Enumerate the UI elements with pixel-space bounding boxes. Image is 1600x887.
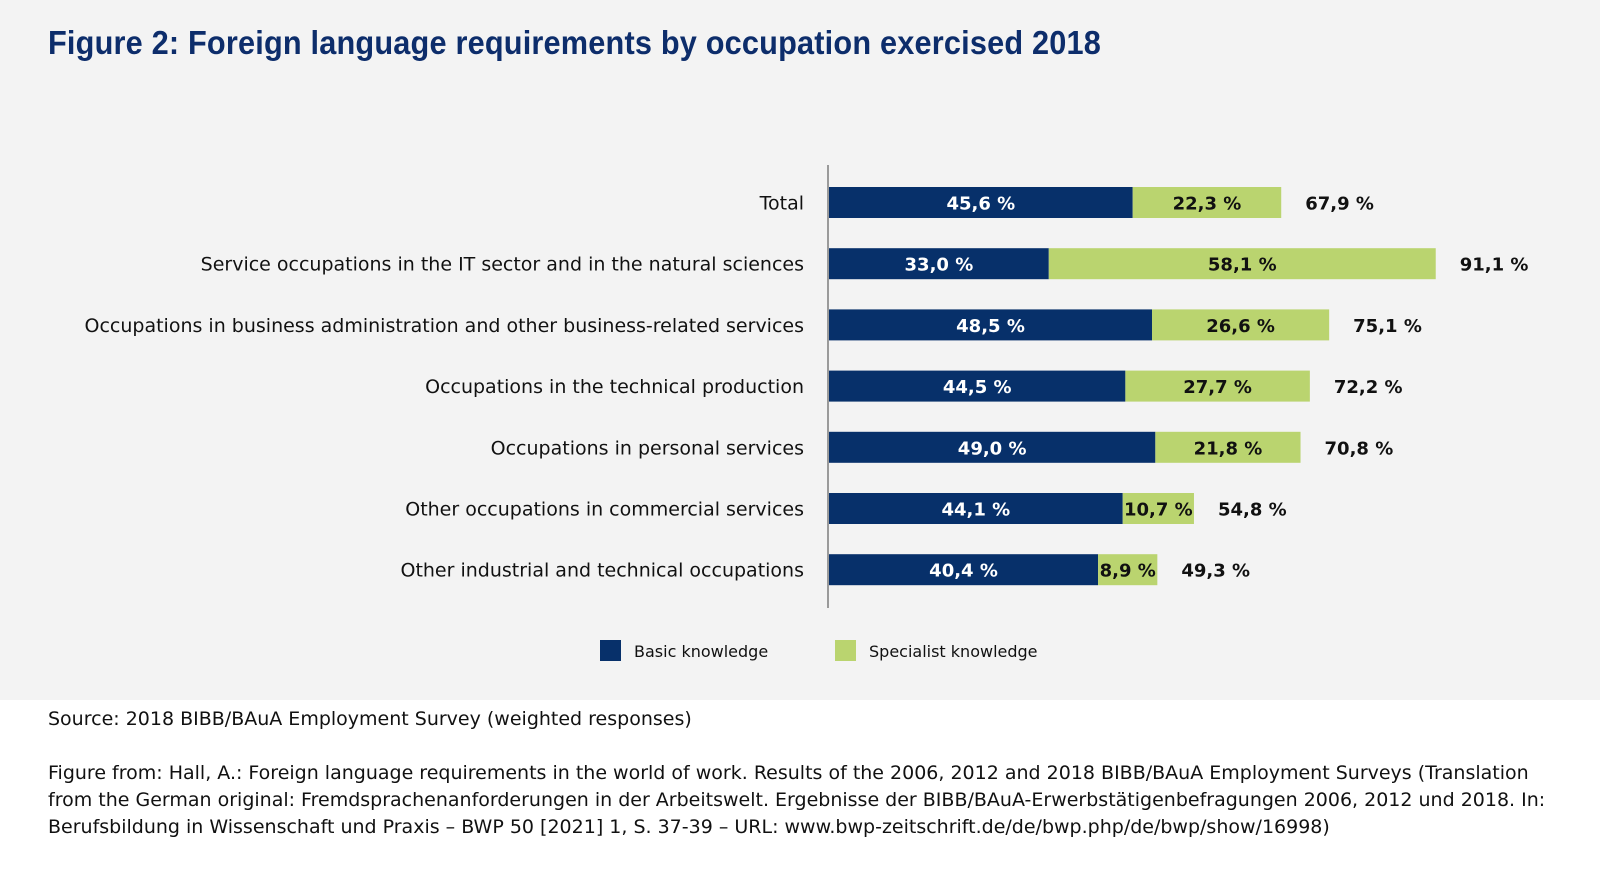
bar-basic-knowledge [829,554,1099,586]
total-label: 70,8 % [1325,438,1394,459]
data-label: 26,6 % [1206,316,1275,337]
bar-basic-knowledge [829,309,1153,341]
bar-basic-knowledge [829,431,1156,463]
bar-specialist-knowledge [1152,309,1330,341]
bar-specialist-knowledge [1048,248,1436,280]
bar-basic-knowledge [829,493,1123,524]
bar-specialist-knowledge [1122,493,1194,524]
legend-swatch-basic [600,640,621,661]
bar-specialist-knowledge [1155,431,1301,463]
stacked-bar-chart: Total 45,6 % 22,3 % 67,9 % Service occupatio… [85,165,1529,661]
category-label: Other industrial and technical occupatio… [400,560,804,582]
category-label: Total [759,193,804,215]
total-label: 75,1 % [1353,316,1422,337]
legend: Basic knowledge Specialist knowledge [600,640,1038,661]
total-label: 91,1 % [1460,255,1529,276]
data-label: 48,5 % [956,316,1025,337]
legend-swatch-specialist [835,640,856,661]
category-label: Occupations in personal services [491,437,804,459]
chart-title: Figure 2: Foreign language requirements … [48,24,1102,61]
data-label: 58,1 % [1208,255,1277,276]
category-label: Occupations in business administration a… [85,315,805,337]
data-label: 8,9 % [1100,561,1156,582]
data-label: 33,0 % [905,255,974,276]
data-label: 40,4 % [929,561,998,582]
bars-group: Total 45,6 % 22,3 % 67,9 % Service occupatio… [85,187,1529,586]
total-label: 49,3 % [1181,561,1250,582]
data-label: 27,7 % [1183,377,1252,398]
total-label: 67,9 % [1305,194,1374,215]
data-label: 44,1 % [941,500,1010,521]
data-label: 21,8 % [1194,438,1263,459]
total-label: 72,2 % [1334,377,1403,398]
chart-panel [0,0,1600,700]
bar-specialist-knowledge [1125,370,1310,402]
bar-basic-knowledge [829,248,1049,280]
bar-basic-knowledge [829,370,1126,402]
data-label: 45,6 % [946,194,1015,215]
data-label: 10,7 % [1124,500,1193,521]
category-label: Service occupations in the IT sector and… [201,254,804,276]
data-label: 22,3 % [1173,194,1242,215]
bar-basic-knowledge [829,187,1133,218]
category-label: Other occupations in commercial services [405,499,804,521]
total-label: 54,8 % [1218,500,1287,521]
citation-note: Figure from: Hall, A.: Foreign language … [48,762,1546,838]
source-note: Source: 2018 BIBB/BAuA Employment Survey… [48,708,692,730]
legend-label: Basic knowledge [634,642,768,661]
bar-specialist-knowledge [1098,554,1158,586]
category-label: Occupations in the technical production [425,376,804,398]
legend-label: Specialist knowledge [869,642,1038,661]
bar-specialist-knowledge [1132,187,1282,218]
data-label: 44,5 % [943,377,1012,398]
data-label: 49,0 % [958,438,1027,459]
